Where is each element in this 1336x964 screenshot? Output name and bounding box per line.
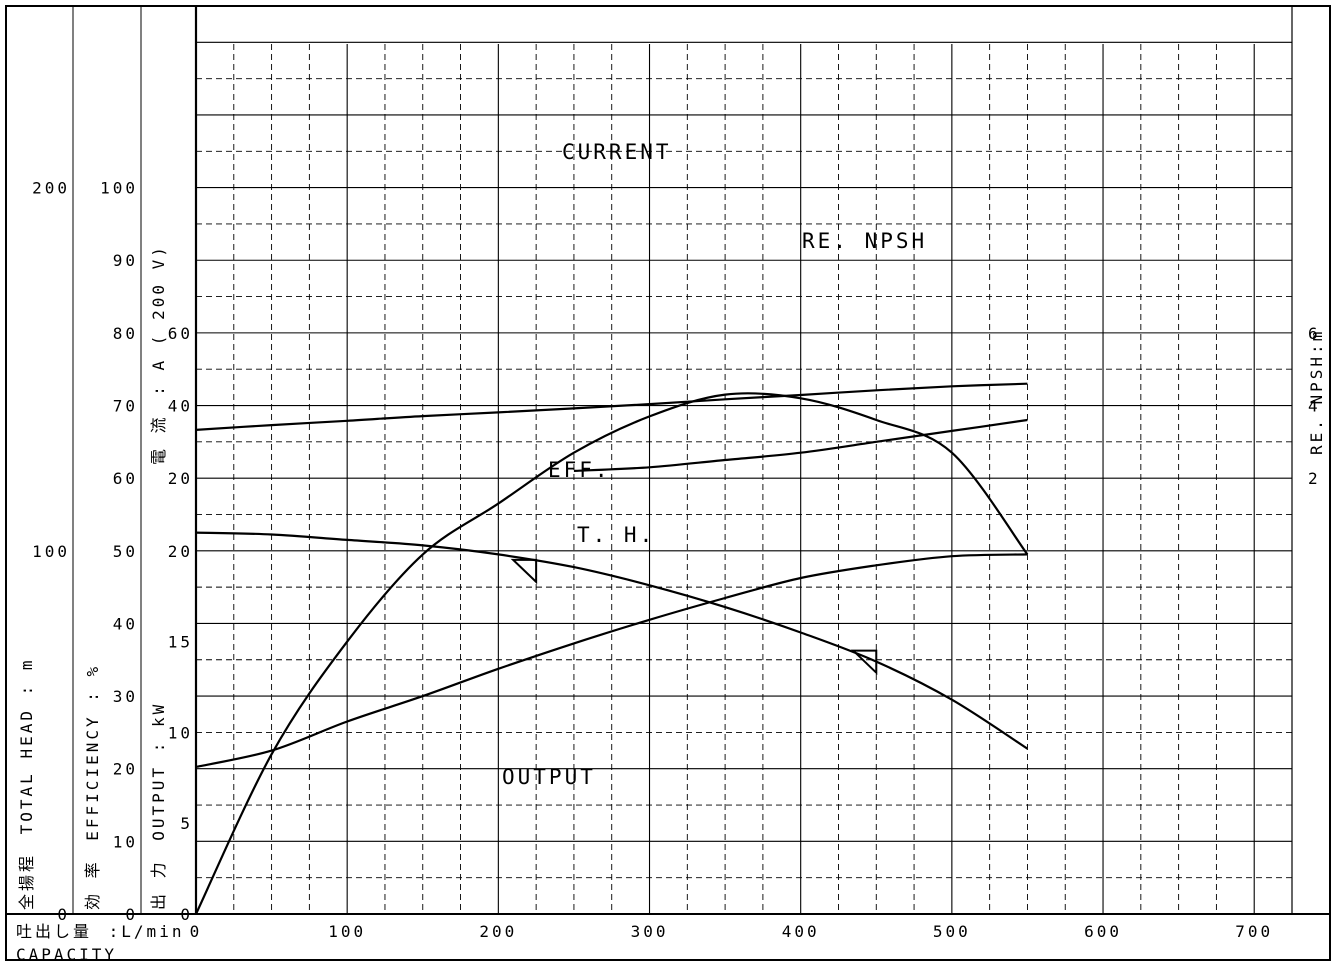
- current-axis-title-en: : A ( 200 V): [149, 244, 168, 396]
- x-tick-label: 500: [933, 922, 971, 941]
- output-tick-label: 0: [180, 905, 193, 924]
- eff-curve-label: EFF.: [548, 458, 611, 482]
- output-curve: [195, 553, 1028, 768]
- total-head-tick-label: 0: [57, 905, 70, 924]
- npsh-tick-label: 6: [1308, 324, 1321, 343]
- output-curve-label: OUTPUT: [502, 765, 596, 789]
- x-tick-label: 300: [631, 922, 669, 941]
- current-tick-label: 20: [168, 469, 193, 488]
- x-tick-label: 700: [1235, 922, 1273, 941]
- total-head-tick-label: 100: [32, 542, 70, 561]
- output-tick-label: 5: [180, 814, 193, 833]
- output-axis-title-en: OUTPUT : kW: [149, 702, 168, 841]
- npsh-curve-label: RE. NPSH: [802, 229, 927, 253]
- efficiency-axis-title: 効 率 EFFICIENCY : %: [83, 664, 102, 910]
- efficiency-tick-label: 100: [100, 179, 138, 198]
- total-head-axis-title: 全揚程 TOTAL HEAD : m: [17, 657, 36, 910]
- duty-markers: [510, 558, 878, 676]
- total-head-axis-title-jp: 全揚程: [17, 853, 36, 910]
- total-head-axis-title-en: TOTAL HEAD : m: [17, 657, 36, 834]
- current-curve: [195, 382, 1028, 431]
- output-axis-title-jp: 出 力: [149, 859, 168, 910]
- x-tick-label: 100: [328, 922, 366, 941]
- efficiency-tick-label: 90: [113, 251, 138, 270]
- current-axis-title-jp: 電 流: [149, 414, 168, 465]
- performance-curves: [195, 382, 1029, 915]
- x-tick-label: 600: [1084, 922, 1122, 941]
- efficiency-tick-label: 30: [113, 687, 138, 706]
- efficiency-tick-label: 20: [113, 760, 138, 779]
- x-axis-title-en: CAPACITY: [16, 945, 117, 964]
- grid: [196, 41, 1292, 914]
- output-tick-label: 10: [168, 723, 193, 742]
- efficiency-curve: [195, 392, 1029, 915]
- efficiency-tick-label: 0: [125, 905, 138, 924]
- chart-frame: [5, 5, 1331, 961]
- efficiency-tick-label: 60: [113, 469, 138, 488]
- runout-point-marker: [850, 649, 878, 676]
- npsh-tick-label: 2: [1308, 469, 1321, 488]
- efficiency-tick-label: 40: [113, 614, 138, 633]
- x-tick-label: 200: [479, 922, 517, 941]
- x-axis-unit: :L/min: [109, 922, 185, 941]
- efficiency-tick-label: 50: [113, 542, 138, 561]
- x-tick-label: 0: [190, 922, 203, 941]
- efficiency-tick-label: 80: [113, 324, 138, 343]
- efficiency-axis-title-jp: 効 率: [83, 859, 102, 910]
- output-axis-title: 出 力 OUTPUT : kW: [149, 702, 168, 910]
- total-head-tick-label: 200: [32, 179, 70, 198]
- output-tick-label: 15: [168, 633, 193, 652]
- total-head-curve: [195, 531, 1028, 750]
- npsh-axis-title: RE. NPSH:m: [1307, 329, 1326, 455]
- x-tick-label: 400: [782, 922, 820, 941]
- efficiency-tick-label: 10: [113, 832, 138, 851]
- current-tick-label: 60: [168, 324, 193, 343]
- th-curve-label: T. H.: [577, 523, 655, 547]
- npsh-curve: [573, 418, 1028, 472]
- tick-labels: 0100200010203040506070809010005101520204…: [32, 179, 1321, 941]
- output-tick-label: 20: [168, 542, 193, 561]
- npsh-tick-label: 4: [1308, 397, 1321, 416]
- x-axis-title-jp: 吐出し量: [16, 922, 92, 941]
- duty-point-marker: [510, 558, 538, 585]
- current-curve-label: CURRENT: [562, 140, 672, 164]
- efficiency-axis-title-en: EFFICIENCY : %: [83, 664, 102, 841]
- x-axis-title: 吐出し量 :L/min: [16, 922, 184, 941]
- current-axis-title: 電 流 : A ( 200 V): [149, 244, 168, 465]
- efficiency-tick-label: 70: [113, 397, 138, 416]
- current-tick-label: 40: [168, 397, 193, 416]
